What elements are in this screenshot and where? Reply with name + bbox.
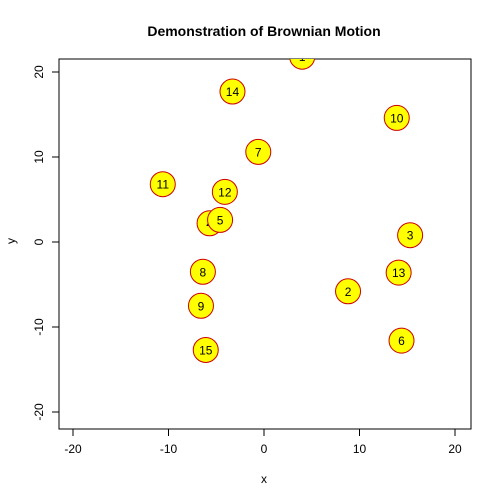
point-label: 12 bbox=[218, 185, 232, 199]
data-point: 8 bbox=[189, 258, 216, 285]
point-label: 5 bbox=[217, 213, 224, 227]
point-marker bbox=[397, 222, 424, 249]
data-point: 12 bbox=[211, 178, 238, 205]
x-tick-label: -10 bbox=[160, 442, 178, 456]
point-marker bbox=[245, 138, 272, 165]
x-axis-label: x bbox=[261, 472, 267, 486]
point-label: 8 bbox=[200, 265, 207, 279]
point-marker bbox=[192, 336, 219, 363]
x-axis: -20 -10 0 10 20 bbox=[64, 428, 462, 456]
x-tick-label: 0 bbox=[261, 442, 268, 456]
point-marker bbox=[219, 78, 246, 105]
point-marker bbox=[149, 171, 176, 198]
y-tick-label: 10 bbox=[32, 150, 46, 164]
y-axis-label: y bbox=[4, 238, 18, 244]
data-point: 13 bbox=[385, 259, 412, 286]
data-point: 10 bbox=[383, 104, 410, 131]
data-point: 7 bbox=[245, 138, 272, 165]
y-tick-label: 20 bbox=[32, 65, 46, 79]
x-tick-label: 20 bbox=[448, 442, 462, 456]
data-point: 3 bbox=[397, 222, 424, 249]
point-label: 13 bbox=[392, 266, 406, 280]
data-point: 14 bbox=[219, 78, 246, 105]
x-tick-label: -20 bbox=[64, 442, 82, 456]
point-label: 3 bbox=[407, 229, 414, 243]
data-point: 5 bbox=[207, 206, 234, 233]
data-point: 11 bbox=[149, 171, 176, 198]
point-marker bbox=[187, 292, 214, 319]
point-marker bbox=[335, 278, 362, 305]
point-marker bbox=[211, 178, 238, 205]
point-label: 2 bbox=[345, 285, 352, 299]
data-point: 6 bbox=[388, 327, 415, 354]
points-layer: 123456789101112131415 bbox=[149, 50, 424, 363]
point-label: 15 bbox=[199, 343, 213, 357]
y-tick-label: -10 bbox=[32, 318, 46, 336]
point-label: 9 bbox=[198, 299, 205, 313]
y-tick-label: 0 bbox=[32, 238, 46, 245]
point-label: 6 bbox=[398, 334, 405, 348]
y-tick-label: -20 bbox=[32, 403, 46, 421]
point-label: 10 bbox=[390, 111, 404, 125]
point-marker bbox=[383, 104, 410, 131]
data-point: 15 bbox=[192, 336, 219, 363]
point-label: 11 bbox=[157, 178, 170, 192]
point-marker bbox=[388, 327, 415, 354]
point-marker bbox=[189, 258, 216, 285]
point-label: 7 bbox=[255, 145, 262, 159]
x-tick-label: 10 bbox=[353, 442, 367, 456]
point-label: 1 bbox=[299, 50, 306, 64]
data-point: 2 bbox=[335, 278, 362, 305]
data-point: 1 bbox=[289, 50, 315, 70]
point-label: 14 bbox=[226, 85, 240, 99]
point-marker bbox=[289, 59, 315, 70]
point-marker bbox=[385, 259, 412, 286]
point-marker bbox=[207, 206, 234, 233]
y-axis: -20 -10 0 10 20 bbox=[32, 65, 60, 421]
data-point: 9 bbox=[187, 292, 214, 319]
chart-title: Demonstration of Brownian Motion bbox=[147, 23, 380, 39]
